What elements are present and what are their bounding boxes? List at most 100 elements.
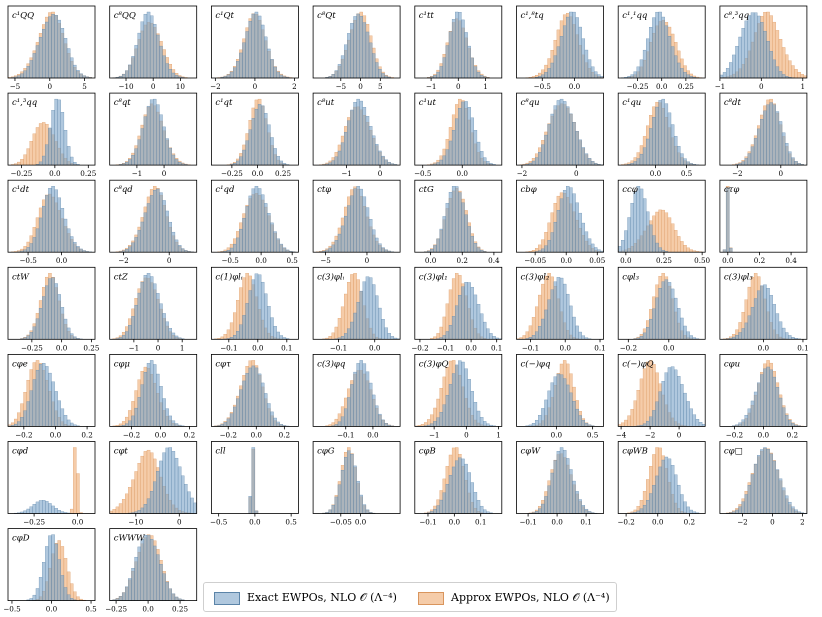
histogram-bar-exact: [766, 104, 770, 166]
histogram-bar-exact: [763, 110, 767, 166]
histogram-bar-exact: [544, 72, 548, 79]
histogram-bar-exact: [66, 228, 71, 253]
histogram-bar-exact: [223, 422, 228, 427]
histogram-bar-exact: [232, 334, 237, 340]
histogram-bar-exact: [282, 247, 287, 253]
histogram-bar-exact: [476, 410, 481, 427]
histogram-bar-exact: [559, 277, 564, 340]
histogram-bar-exact: [146, 105, 151, 166]
histogram-bar-exact: [578, 26, 582, 79]
histogram-bar-exact: [652, 235, 656, 253]
histogram-bar-exact: [753, 12, 758, 79]
histogram-bar-exact: [544, 309, 548, 340]
axes-frame: [719, 5, 808, 79]
histogram-bar-exact: [242, 380, 246, 427]
x-tick-label: −0.5: [3, 605, 21, 614]
histogram-bar-exact: [670, 288, 675, 340]
panel-title: c(−)φq: [521, 358, 551, 369]
histogram-bar-exact: [128, 159, 132, 166]
panel-title: c¹ut: [419, 98, 437, 108]
histogram-bar-exact: [661, 459, 665, 514]
histogram-bar-exact: [680, 317, 684, 340]
x-tick-label: 0.0: [652, 518, 664, 527]
histogram-bar-exact: [359, 100, 363, 166]
histogram-bar-exact: [276, 238, 280, 253]
panel-title: cφτ: [215, 359, 231, 369]
histogram-bar-exact: [630, 203, 634, 253]
histogram-bar-exact: [23, 410, 27, 427]
histogram-bar-exact: [673, 136, 678, 166]
histogram-bar-exact: [763, 368, 767, 427]
x-tick-label: 5: [378, 82, 383, 91]
histogram-bar-exact: [51, 110, 55, 166]
histogram-bar-exact: [569, 113, 573, 166]
histogram-bar-exact: [636, 186, 641, 253]
histogram-bar-exact: [168, 147, 173, 166]
x-tick-label: 0: [759, 82, 764, 91]
histogram-bar-exact: [569, 305, 573, 340]
x-tick-label: 0.0: [72, 518, 84, 527]
panel-title: c¹tt: [419, 11, 435, 21]
axes-frame: [414, 353, 503, 427]
histogram-bar-exact: [187, 491, 191, 514]
histogram-bar-exact: [257, 188, 262, 253]
histogram-bar-exact: [248, 195, 252, 253]
panel-title: c¹qd: [215, 185, 235, 195]
histogram-bar-exact: [541, 248, 545, 253]
x-tick-label: 0.0: [457, 169, 469, 178]
histogram-bar-exact: [23, 70, 27, 79]
histogram-bar-exact: [442, 216, 447, 253]
histogram-bar-exact: [371, 53, 376, 79]
histogram-bar-exact: [42, 205, 46, 253]
x-tick-label: −2: [517, 169, 528, 178]
histogram-bar-exact: [156, 293, 160, 340]
histogram-bar-exact: [273, 417, 277, 427]
histogram-panel: −0.1 0.0 0.1 cφB: [414, 441, 503, 527]
histogram-bar-exact: [270, 222, 274, 253]
histogram-bar-exact: [584, 153, 589, 166]
panel-title: cφl₃: [622, 272, 639, 282]
x-tick-label: 0.0: [560, 256, 572, 265]
histogram-bar-exact: [649, 26, 653, 79]
histogram-bar-exact: [461, 202, 465, 253]
histogram-bar-exact: [76, 70, 80, 79]
histogram-bar-exact: [461, 361, 465, 427]
histogram-bar-exact: [229, 413, 234, 427]
histogram-bar-approx: [112, 509, 117, 514]
histogram-panel: −0.25 0.0 0.25 c¹,¹qq: [617, 5, 706, 91]
x-tick-label: −0.5: [534, 82, 552, 91]
histogram-bar-exact: [581, 419, 586, 427]
histogram-bar-exact: [556, 373, 561, 427]
histogram-bar-exact: [347, 397, 351, 427]
histogram-bar-exact: [350, 109, 354, 166]
histogram-bar-exact: [337, 421, 342, 427]
histogram-bar-exact: [368, 42, 373, 79]
histogram-bar-exact: [664, 372, 669, 427]
histogram-bar-exact: [534, 331, 539, 340]
panel-title: ctW: [12, 272, 30, 282]
histogram-bar-exact: [556, 100, 561, 166]
histogram-bar-exact: [649, 128, 653, 166]
histogram-bar-exact: [131, 242, 135, 253]
histogram-bar-exact: [578, 331, 582, 340]
histogram-bar-exact: [760, 119, 764, 166]
histogram-bar-exact: [359, 360, 363, 427]
panel-title: c⁸qt: [114, 98, 132, 108]
histogram-bar-exact: [442, 57, 447, 79]
panel-title: c⁸qd: [114, 185, 134, 195]
histogram-bar-exact: [140, 282, 145, 340]
histogram-bar-exact: [433, 421, 437, 427]
histogram-bar-exact: [38, 161, 43, 166]
histogram-bar-exact: [137, 510, 141, 514]
x-tick-label: −0.2: [220, 430, 237, 439]
histogram-bar-exact: [467, 472, 471, 514]
histogram-bar-approx: [658, 209, 662, 253]
x-tick-label: 0.0: [551, 430, 563, 439]
histogram-bar-exact: [550, 382, 554, 427]
x-tick-label: 0.1: [475, 518, 486, 527]
histogram-bar-exact: [566, 293, 570, 340]
histogram-bar-exact: [368, 382, 373, 427]
histogram-bar-exact: [365, 207, 370, 253]
histogram-bar-exact: [476, 71, 481, 79]
histogram-bar-exact: [670, 465, 675, 514]
